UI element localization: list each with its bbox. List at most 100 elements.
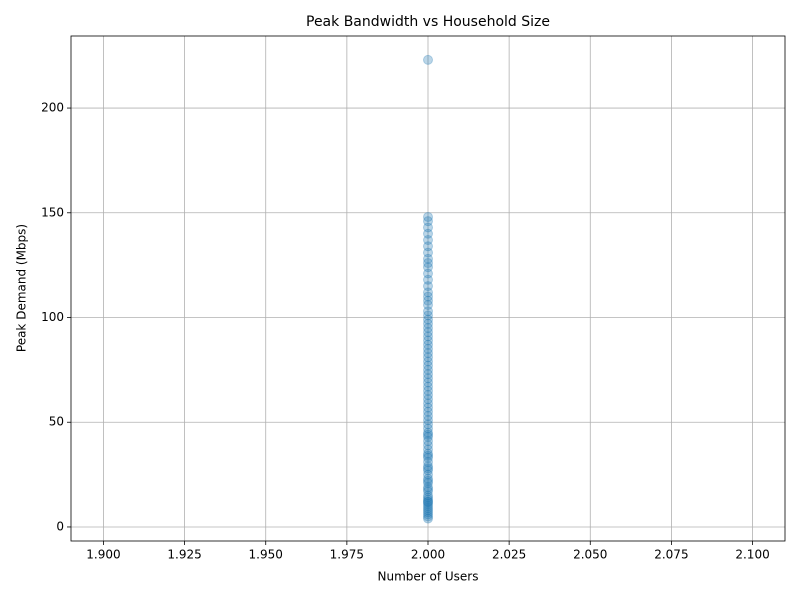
scatter-point bbox=[423, 356, 433, 367]
x-tick-label: 2.075 bbox=[654, 548, 688, 562]
scatter-point bbox=[423, 511, 433, 522]
scatter-point bbox=[423, 268, 433, 279]
scatter-point bbox=[423, 262, 433, 273]
scatter-point bbox=[423, 241, 433, 252]
scatter-point bbox=[423, 281, 433, 292]
x-tick-label: 1.975 bbox=[330, 548, 364, 562]
scatter-point bbox=[423, 322, 433, 333]
scatter-point bbox=[423, 509, 433, 520]
scatter-point bbox=[423, 369, 433, 380]
x-tick-label: 1.925 bbox=[167, 548, 201, 562]
scatter-point bbox=[423, 381, 433, 392]
scatter-point bbox=[423, 507, 433, 518]
scatter-point bbox=[423, 222, 433, 233]
y-tick-label: 150 bbox=[41, 205, 64, 219]
y-tick-label: 200 bbox=[41, 101, 64, 115]
scatter-point bbox=[423, 360, 433, 371]
scatter-point bbox=[423, 54, 433, 65]
scatter-point bbox=[423, 423, 433, 434]
scatter-point bbox=[423, 494, 433, 505]
scatter-point bbox=[423, 503, 433, 514]
scatter-point bbox=[423, 461, 433, 472]
y-tick-label: 50 bbox=[49, 415, 64, 429]
scatter-point bbox=[423, 406, 433, 417]
scatter-point bbox=[423, 377, 433, 388]
scatter-point bbox=[423, 295, 433, 306]
scatter-point bbox=[423, 452, 433, 463]
y-axis-label: Peak Demand (Mbps) bbox=[15, 224, 29, 352]
scatter-point bbox=[423, 440, 433, 451]
scatter-point bbox=[423, 496, 433, 507]
scatter-point bbox=[423, 339, 433, 350]
scatter-point bbox=[423, 228, 433, 239]
scatter-point bbox=[423, 427, 433, 438]
scatter-point bbox=[423, 299, 433, 310]
x-tick-label: 2.025 bbox=[492, 548, 526, 562]
scatter-point bbox=[423, 505, 433, 516]
scatter-point bbox=[423, 473, 433, 484]
scatter-point bbox=[423, 492, 433, 503]
scatter-point bbox=[423, 373, 433, 384]
scatter-point bbox=[423, 394, 433, 405]
scatter-point bbox=[423, 486, 433, 497]
scatter-point bbox=[423, 390, 433, 401]
scatter-point bbox=[423, 348, 433, 359]
scatter-point bbox=[423, 457, 433, 468]
y-tick-label: 100 bbox=[41, 310, 64, 324]
scatter-point bbox=[423, 419, 433, 430]
scatter-point bbox=[423, 490, 433, 501]
scatter-point bbox=[423, 484, 433, 495]
scatter-point bbox=[423, 450, 433, 461]
scatter-point bbox=[423, 310, 433, 321]
scatter-point bbox=[423, 444, 433, 455]
scatter-point bbox=[423, 429, 433, 440]
scatter-point bbox=[423, 318, 433, 329]
scatter-point bbox=[423, 331, 433, 342]
chart-title: Peak Bandwidth vs Household Size bbox=[306, 14, 550, 30]
scatter-point bbox=[423, 364, 433, 375]
x-tick-label: 2.000 bbox=[411, 548, 445, 562]
scatter-point bbox=[423, 211, 433, 222]
scatter-point bbox=[423, 287, 433, 298]
scatter-point bbox=[423, 258, 433, 269]
scatter-point bbox=[423, 402, 433, 413]
scatter-point bbox=[423, 247, 433, 258]
plot-frame bbox=[70, 35, 786, 542]
scatter-point bbox=[423, 498, 433, 509]
scatter-point bbox=[423, 415, 433, 426]
scatter-point bbox=[423, 274, 433, 285]
scatter-point bbox=[423, 352, 433, 363]
scatter-point bbox=[423, 398, 433, 409]
scatter-point bbox=[423, 410, 433, 421]
scatter-point bbox=[423, 477, 433, 488]
y-tick-label: 0 bbox=[56, 519, 64, 533]
scatter-point bbox=[423, 431, 433, 442]
scatter-point bbox=[423, 343, 433, 354]
scatter-point bbox=[423, 335, 433, 346]
scatter-point bbox=[423, 482, 433, 493]
scatter-point bbox=[423, 469, 433, 480]
scatter-point bbox=[423, 327, 433, 338]
scatter-point bbox=[423, 291, 433, 302]
x-tick-label: 2.100 bbox=[735, 548, 769, 562]
scatter-point bbox=[423, 436, 433, 447]
scatter-point bbox=[423, 475, 433, 486]
scatter-point bbox=[423, 216, 433, 227]
scatter-point bbox=[423, 448, 433, 459]
scatter-point bbox=[423, 314, 433, 325]
scatter-point bbox=[423, 306, 433, 317]
scatter-point bbox=[423, 463, 433, 474]
scatter-point bbox=[423, 496, 433, 507]
x-axis-label: Number of Users bbox=[377, 570, 478, 584]
x-tick-label: 1.900 bbox=[86, 548, 120, 562]
scatter-point bbox=[423, 465, 433, 476]
x-tick-label: 1.950 bbox=[249, 548, 283, 562]
scatter-point bbox=[423, 385, 433, 396]
scatter-point bbox=[423, 513, 433, 524]
x-tick-label: 2.050 bbox=[573, 548, 607, 562]
scatter-point bbox=[423, 501, 433, 512]
scatter-point bbox=[423, 253, 433, 264]
scatter-point bbox=[423, 235, 433, 246]
